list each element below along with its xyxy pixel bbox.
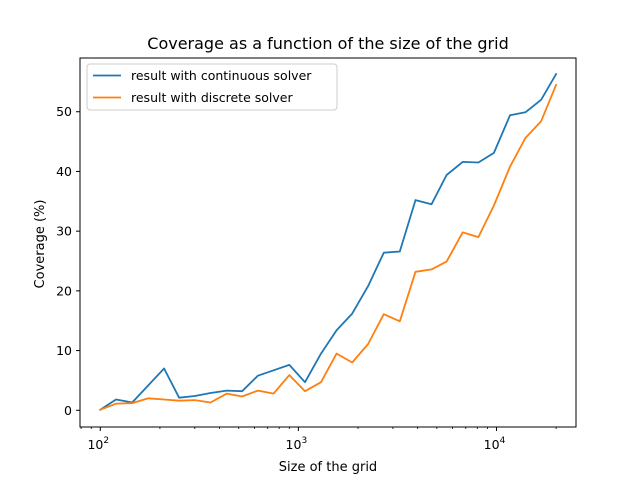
legend-label-continuous: result with continuous solver — [131, 68, 312, 83]
x-axis-ticks: 102 103 104 — [80, 427, 557, 452]
plot-area-frame — [79, 57, 577, 428]
chart-title: Coverage as a function of the size of th… — [147, 34, 508, 53]
y-tick-label: 10 — [56, 343, 72, 358]
x-axis-label: Size of the grid — [279, 460, 377, 475]
y-tick-label: 0 — [64, 403, 72, 418]
y-tick-label: 50 — [56, 104, 72, 119]
y-tick-label: 20 — [56, 283, 72, 298]
x-tick-label: 103 — [286, 436, 308, 452]
legend: result with continuous solver result wit… — [86, 63, 338, 111]
y-tick-label: 30 — [56, 224, 72, 239]
x-tick-label: 104 — [484, 436, 506, 452]
series-line-continuous — [99, 72, 558, 411]
series-lines — [99, 72, 558, 411]
legend-box — [86, 63, 338, 111]
x-tick-label: 102 — [87, 436, 109, 452]
y-tick-label: 40 — [56, 164, 72, 179]
series-line-discrete — [99, 83, 558, 411]
legend-label-discrete: result with discrete solver — [131, 90, 293, 105]
y-axis-label: Coverage (%) — [33, 200, 48, 289]
y-axis-ticks: 0 10 20 30 40 50 — [56, 104, 80, 418]
